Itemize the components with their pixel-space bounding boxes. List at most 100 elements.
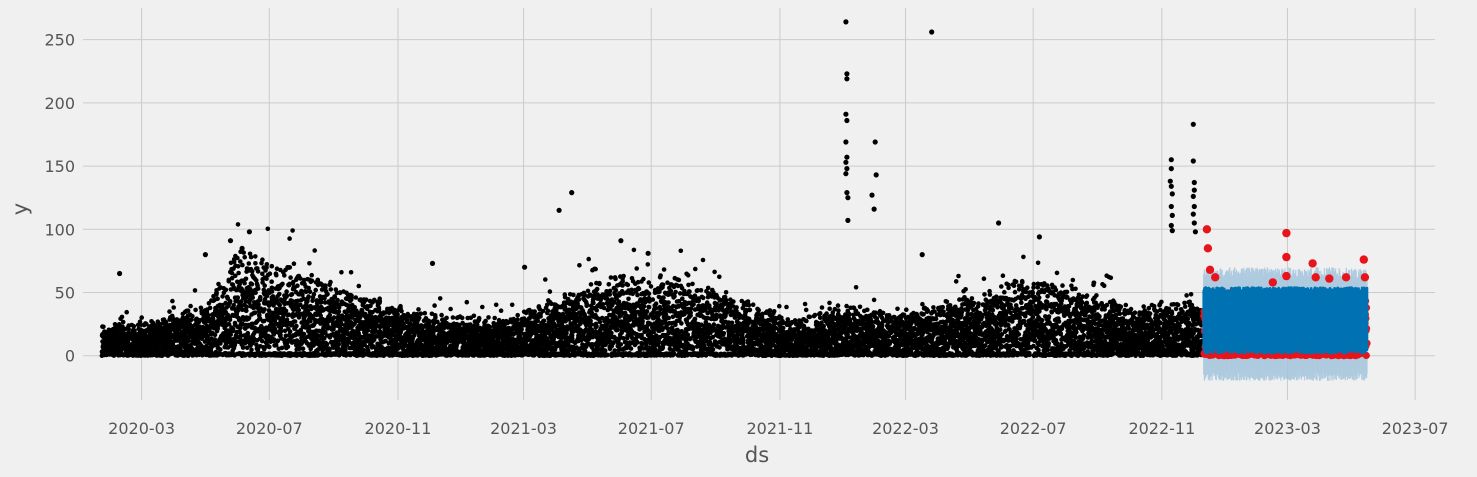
history-point — [283, 308, 289, 314]
history-point — [318, 299, 324, 305]
history-point — [348, 270, 354, 275]
history-point — [588, 282, 594, 287]
history-point — [192, 288, 198, 293]
history-point — [218, 347, 223, 352]
history-point — [242, 254, 247, 260]
history-point — [356, 283, 362, 289]
history-point — [486, 315, 491, 320]
history-point — [309, 278, 315, 284]
history-point — [325, 291, 330, 297]
history-point — [349, 293, 354, 298]
history-point — [335, 297, 340, 303]
history-point — [577, 263, 582, 268]
history-point — [235, 264, 241, 269]
history-point — [278, 328, 284, 334]
history-point — [492, 315, 498, 321]
history-point — [215, 296, 220, 302]
history-point — [591, 300, 596, 306]
history-point — [244, 304, 249, 310]
history-point — [240, 262, 245, 268]
history-point — [262, 307, 267, 312]
history-point — [353, 295, 359, 300]
history-point — [265, 226, 271, 232]
history-point — [545, 308, 551, 314]
history-point — [307, 261, 312, 266]
history-point — [236, 270, 241, 276]
history-point — [223, 287, 229, 293]
history-point — [242, 280, 247, 286]
history-point — [258, 294, 263, 300]
history-point — [615, 327, 620, 333]
history-point — [377, 298, 383, 304]
history-point — [339, 270, 344, 275]
history-point — [269, 263, 275, 269]
history-point — [483, 318, 488, 324]
history-point — [422, 310, 428, 316]
history-point — [131, 324, 137, 329]
history-point — [399, 308, 404, 314]
history-point — [235, 222, 241, 227]
history-point — [171, 317, 176, 323]
history-point — [294, 323, 299, 329]
history-point — [464, 299, 470, 305]
history-point — [269, 279, 275, 285]
history-point — [597, 319, 603, 325]
history-point — [605, 352, 610, 358]
history-point — [584, 303, 590, 308]
history-point — [289, 292, 295, 297]
history-point — [291, 261, 297, 267]
history-point — [480, 304, 485, 310]
history-point — [594, 308, 599, 313]
history-point — [287, 329, 293, 334]
history-point — [144, 321, 149, 327]
history-point — [450, 315, 456, 320]
history-point — [418, 311, 424, 317]
history-point — [585, 288, 591, 294]
history-point — [287, 236, 292, 241]
history-point — [309, 272, 315, 278]
history-point — [227, 317, 233, 323]
history-point — [299, 340, 305, 346]
history-point — [285, 344, 291, 350]
history-point — [260, 257, 265, 263]
history-point — [227, 299, 233, 304]
history-point — [376, 307, 382, 312]
history-point — [246, 261, 252, 266]
history-point — [269, 289, 275, 294]
history-point — [280, 281, 285, 287]
history-point — [207, 305, 213, 311]
history-point — [606, 282, 612, 287]
history-point — [608, 275, 614, 280]
history-point — [437, 296, 443, 301]
history-point — [432, 303, 437, 308]
history-point — [620, 278, 625, 284]
history-point — [459, 315, 465, 321]
history-point — [287, 265, 293, 270]
history-point — [300, 346, 306, 352]
history-point — [519, 327, 524, 332]
history-point — [547, 289, 553, 294]
history-point — [188, 303, 193, 309]
history-point — [328, 287, 334, 292]
history-point — [576, 297, 582, 302]
history-point — [616, 299, 622, 305]
history-point — [249, 347, 254, 353]
history-point — [141, 346, 146, 351]
history-point — [571, 292, 576, 298]
history-point — [214, 290, 219, 296]
history-point — [249, 282, 255, 287]
history-point — [607, 288, 613, 294]
history-point — [274, 272, 279, 278]
history-point — [256, 302, 261, 307]
history-point — [240, 345, 246, 350]
history-point — [328, 279, 333, 285]
history-point — [594, 324, 599, 329]
history-point — [267, 344, 272, 350]
history-point — [193, 307, 198, 313]
history-point — [515, 312, 520, 318]
history-point — [313, 287, 319, 293]
history-point — [185, 308, 191, 314]
history-point — [543, 277, 548, 282]
